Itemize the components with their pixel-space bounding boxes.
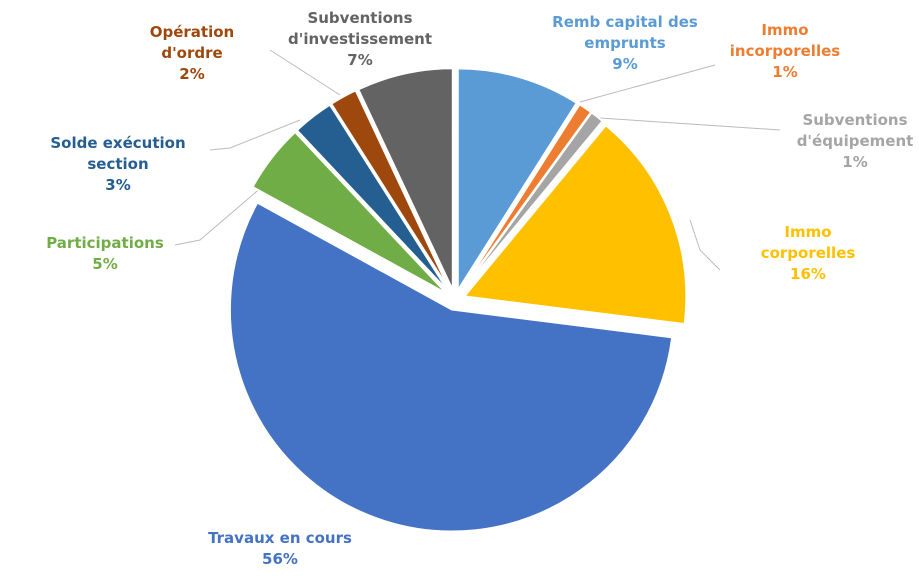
category-name: Immo incorporelles [729,21,841,60]
category-name: Participations [46,234,164,252]
category-name: Travaux en cours [208,529,352,547]
category-name: Subventions d'investissement [287,9,433,48]
leader-line [174,179,271,246]
percent-label: 16% [790,265,826,283]
percent-label: 5% [92,255,118,273]
percent-label: 7% [347,51,373,69]
category-name: Remb capital des emprunts [552,13,698,52]
data-label: Solde exécution section 3% [23,133,213,196]
data-label: Travaux en cours 56% [180,528,380,570]
data-label: Subventions d'équipement 1% [780,110,919,173]
percent-label: 56% [262,550,298,568]
percent-label: 2% [179,65,205,83]
data-label: Opération d'ordre 2% [127,22,257,85]
leader-line [209,119,301,151]
pie-slice [228,201,674,533]
data-label: Immo corporelles 16% [743,222,873,285]
pie-slice [462,123,688,326]
data-label: Subventions d'investissement 7% [265,8,455,71]
category-name: Solde exécution section [50,134,186,173]
percent-label: 9% [612,55,638,73]
leader-line [269,49,341,96]
pie-slice [329,89,452,292]
leader-lines [174,49,781,271]
leader-line [579,64,716,103]
pie-slice [356,67,454,291]
pie-slice [456,67,579,294]
pie-slice [460,111,605,293]
data-label: Immo incorporelles 1% [720,20,850,83]
percent-label: 1% [772,63,798,81]
leader-line [599,117,781,131]
percent-label: 3% [105,176,131,194]
category-name: Subventions d'équipement [796,111,914,150]
category-name: Immo corporelles [760,223,856,262]
data-label: Participations 5% [20,233,190,275]
data-label: Remb capital des emprunts 9% [530,12,720,75]
percent-label: 1% [842,153,868,171]
pie-slice [251,130,448,295]
pie-slice [295,103,450,293]
leader-line [689,219,721,271]
category-name: Opération d'ordre [149,23,235,62]
